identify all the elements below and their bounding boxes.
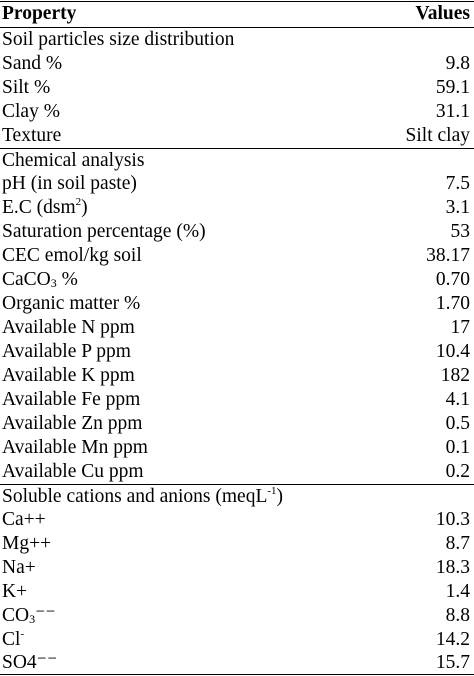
row-label: Cl- <box>2 628 25 651</box>
row-value: 10.3 <box>435 509 470 530</box>
row-label: Available P ppm <box>2 341 131 362</box>
row-value: 1.4 <box>445 581 470 602</box>
table-row: Available Cu ppm 0.2 <box>0 460 474 484</box>
row-label: Saturation percentage (%) <box>2 221 206 242</box>
table-row: CO3⁻⁻ 8.8 <box>0 604 474 628</box>
row-value: 38.17 <box>426 245 470 266</box>
table-row: pH (in soil paste) 7.5 <box>0 172 474 196</box>
row-value: 10.4 <box>435 341 470 362</box>
header-property: Property <box>2 3 77 24</box>
row-value: 15.7 <box>435 652 470 673</box>
row-value: 4.1 <box>445 389 470 410</box>
section-title: Soluble cations and anions (meqL-1) <box>2 485 284 508</box>
table-row: Available Mn ppm 0.1 <box>0 436 474 460</box>
row-value: 1.70 <box>435 293 470 314</box>
row-value: 7.5 <box>445 173 470 194</box>
row-value: 8.7 <box>445 533 470 554</box>
row-value: 3.1 <box>445 197 470 218</box>
row-label: Silt % <box>2 77 51 98</box>
section-rule <box>0 148 474 149</box>
table-row: Texture Silt clay <box>0 124 474 148</box>
table-row: Sand % 9.8 <box>0 52 474 76</box>
header-rule <box>0 27 474 28</box>
row-label: Texture <box>2 125 62 146</box>
row-label: Available Zn ppm <box>2 413 143 434</box>
section-title: Soil particles size distribution <box>2 29 235 50</box>
row-label: CEC emol/kg soil <box>2 245 142 266</box>
table-row: Clay % 31.1 <box>0 100 474 124</box>
row-label: SO4⁻⁻ <box>2 652 58 673</box>
table-header-row: Property Values <box>0 2 474 26</box>
table-row: Na+ 18.3 <box>0 556 474 580</box>
row-value: 0.2 <box>445 461 470 482</box>
row-value: 14.2 <box>435 629 470 650</box>
row-value: 17 <box>450 317 471 338</box>
row-label: pH (in soil paste) <box>2 173 137 194</box>
row-value: 0.70 <box>435 269 470 290</box>
table-row: Organic matter % 1.70 <box>0 292 474 316</box>
row-label: Mg++ <box>2 533 52 554</box>
row-value: 53 <box>450 221 471 242</box>
section-title: Chemical analysis <box>2 150 145 171</box>
row-value: 18.3 <box>435 557 470 578</box>
row-label: K+ <box>2 581 28 602</box>
row-label: Available N ppm <box>2 317 135 338</box>
row-label: Sand % <box>2 53 63 74</box>
row-label: Ca++ <box>2 509 46 530</box>
table-row: K+ 1.4 <box>0 580 474 604</box>
row-value: 0.1 <box>445 437 470 458</box>
table-row: Cl- 14.2 <box>0 628 474 652</box>
row-label: Organic matter % <box>2 293 141 314</box>
row-label: Available Cu ppm <box>2 461 144 482</box>
table-row: Ca++ 10.3 <box>0 508 474 532</box>
table-row: Saturation percentage (%) 53 <box>0 220 474 244</box>
row-label: Available K ppm <box>2 365 135 386</box>
table-row: Available K ppm 182 <box>0 364 474 388</box>
table-row: Mg++ 8.7 <box>0 532 474 556</box>
row-label: E.C (dsm2) <box>2 196 88 219</box>
row-label: Clay % <box>2 101 60 122</box>
table-row: Available P ppm 10.4 <box>0 340 474 364</box>
row-value: 59.1 <box>435 77 470 98</box>
table-row: E.C (dsm2) 3.1 <box>0 196 474 220</box>
row-value: 0.5 <box>445 413 470 434</box>
table-row: Available N ppm 17 <box>0 316 474 340</box>
table-row: Available Zn ppm 0.5 <box>0 412 474 436</box>
section-rule <box>0 484 474 485</box>
header-values: Values <box>415 3 470 24</box>
row-value: Silt clay <box>405 125 470 146</box>
table-row: SO4⁻⁻ 15.7 <box>0 651 474 675</box>
table-bottom-rule <box>0 674 474 675</box>
table-top-rule <box>0 1 474 2</box>
row-label: Na+ <box>2 557 36 578</box>
table-row: Silt % 59.1 <box>0 76 474 100</box>
row-label: Available Fe ppm <box>2 389 141 410</box>
table-row: CaCO3 % 0.70 <box>0 268 474 292</box>
table-row: CEC emol/kg soil 38.17 <box>0 244 474 268</box>
row-value: 182 <box>440 365 470 386</box>
table-row: Available Fe ppm 4.1 <box>0 388 474 412</box>
row-label: CO3⁻⁻ <box>2 605 56 626</box>
row-value: 8.8 <box>445 605 470 626</box>
row-value: 31.1 <box>435 101 470 122</box>
row-value: 9.8 <box>445 53 470 74</box>
row-label: CaCO3 % <box>2 269 78 290</box>
row-label: Available Mn ppm <box>2 437 148 458</box>
